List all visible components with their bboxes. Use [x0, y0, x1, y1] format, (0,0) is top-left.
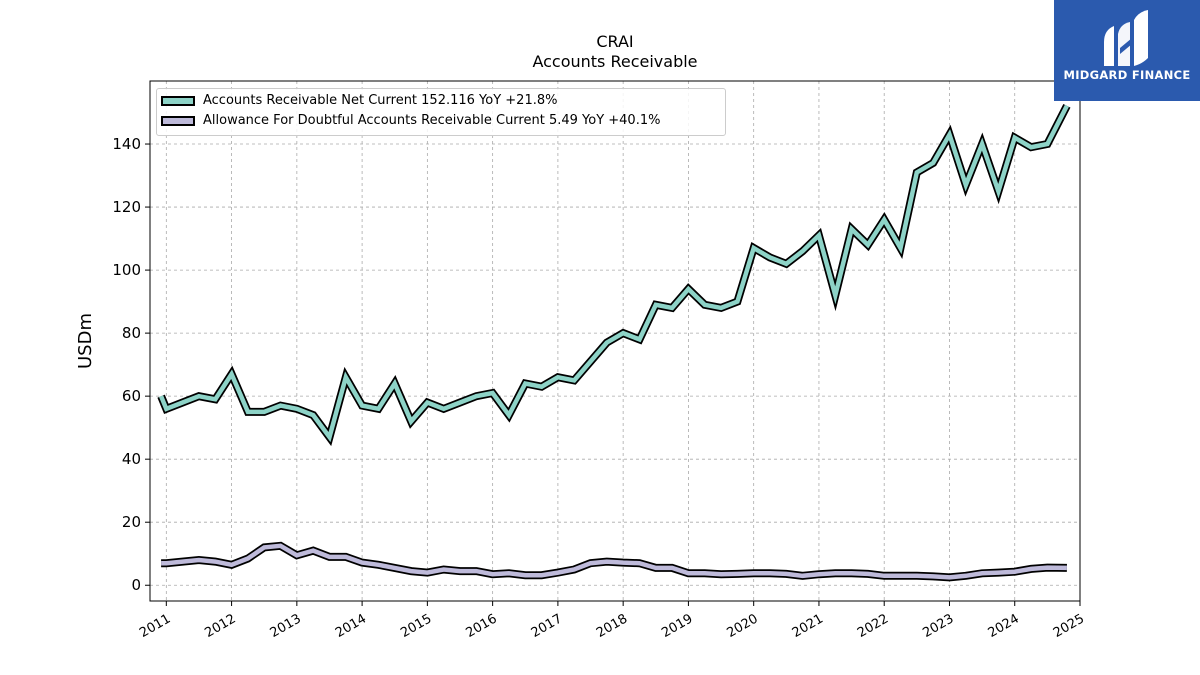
y-tick-label: 140 [112, 135, 141, 153]
legend-swatch-ar [161, 96, 195, 106]
x-tick-label: 2016 [463, 611, 499, 641]
y-tick-label: 20 [122, 513, 141, 531]
logo: MIDGARD FINANCE [1054, 0, 1200, 101]
chart-title: CRAI [596, 32, 634, 51]
x-tick-label: 2023 [920, 611, 956, 641]
chart-subtitle: Accounts Receivable [532, 52, 698, 71]
y-tick-label: 40 [122, 450, 141, 468]
logo-text: MIDGARD FINANCE [1063, 68, 1191, 82]
y-tick-label: 80 [122, 324, 141, 342]
legend-label-allowance: Allowance For Doubtful Accounts Receivab… [203, 113, 661, 128]
legend-label-ar: Accounts Receivable Net Current 152.116 … [203, 93, 558, 108]
legend-swatch-allowance [161, 116, 195, 126]
x-tick-label: 2021 [790, 611, 826, 641]
x-tick-label: 2015 [398, 611, 434, 641]
x-tick-label: 2018 [594, 611, 630, 641]
y-tick-label: 0 [131, 576, 141, 594]
y-tick-label: 120 [112, 198, 141, 216]
x-tick-label: 2025 [1051, 611, 1087, 641]
x-tick-label: 2011 [137, 611, 173, 641]
x-tick-label: 2014 [333, 611, 369, 641]
series-0-line [159, 104, 1069, 443]
legend: Accounts Receivable Net Current 152.116 … [156, 88, 726, 136]
logo-mark-icon [1104, 10, 1148, 66]
y-tick-label: 100 [112, 261, 141, 279]
x-tick-label: 2012 [202, 611, 238, 641]
x-tick-label: 2019 [659, 611, 695, 641]
x-tick-label: 2020 [725, 611, 761, 641]
x-tick-label: 2017 [529, 611, 565, 641]
x-tick-label: 2013 [268, 611, 304, 641]
y-tick-label: 60 [122, 387, 141, 405]
series-layer [157, 103, 1071, 582]
x-tick-label: 2024 [986, 611, 1022, 641]
y-axis-label: USDm [75, 313, 96, 369]
grid-layer [150, 81, 1081, 601]
plot-frame [149, 80, 1081, 602]
series-1-line [161, 543, 1067, 580]
x-tick-label: 2022 [855, 611, 891, 641]
